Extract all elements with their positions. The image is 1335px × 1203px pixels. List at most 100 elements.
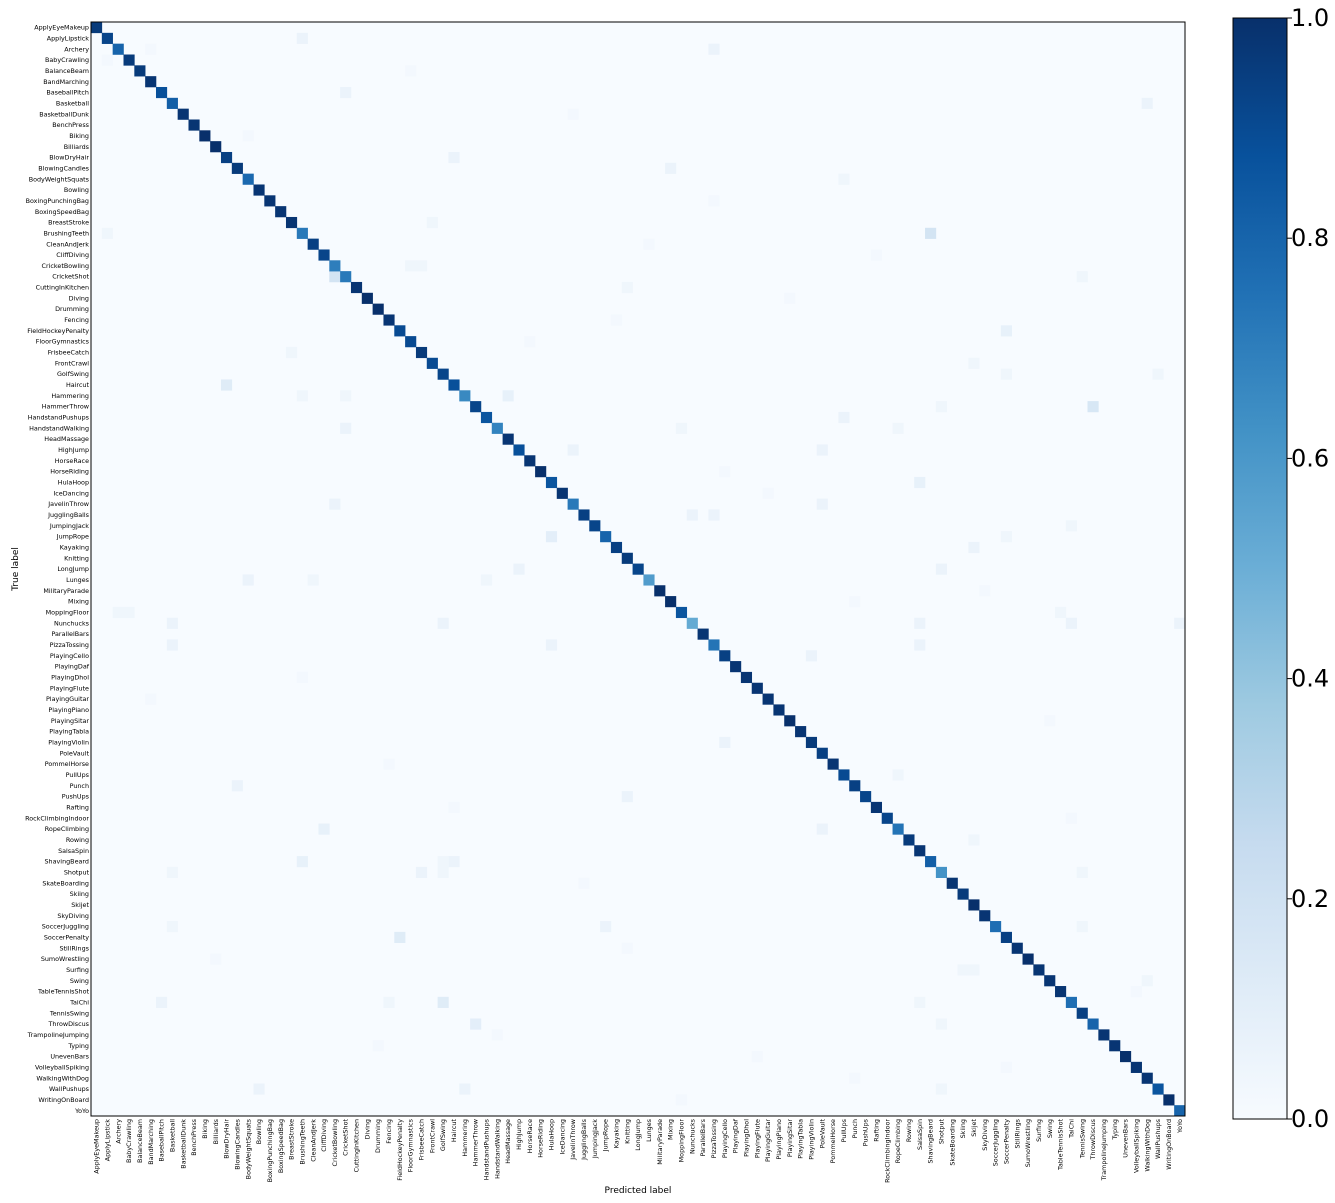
- heatmap-cell-offdiag: [296, 856, 308, 868]
- heatmap-cell-diag: [459, 390, 471, 402]
- y-tick-label: BodyWeightSquats: [29, 175, 90, 183]
- heatmap-cell-offdiag: [166, 866, 178, 878]
- heatmap-cell-diag: [892, 823, 904, 835]
- heatmap-cell-diag: [437, 368, 449, 380]
- heatmap-cell-offdiag: [665, 162, 677, 174]
- heatmap-cell-diag: [166, 97, 178, 109]
- heatmap-cell-diag: [849, 780, 861, 792]
- x-tick-label: Billiards: [212, 1118, 220, 1144]
- heatmap-cell-offdiag: [1000, 531, 1012, 543]
- y-tick-label: Biking: [69, 132, 89, 140]
- heatmap-cell-offdiag: [762, 487, 774, 499]
- x-tick-label: Nunchucks: [688, 1118, 696, 1154]
- y-tick-label: CleanAndJerk: [46, 240, 89, 248]
- y-tick-label: BoxingPunchingBag: [26, 197, 89, 205]
- heatmap-cell-offdiag: [708, 509, 720, 521]
- y-tick-label: HammerThrow: [42, 403, 89, 411]
- y-axis-label: True label: [11, 547, 21, 592]
- x-tick-label: VolleyballSpiking: [1132, 1119, 1140, 1173]
- heatmap-cell-diag: [925, 856, 937, 868]
- x-tick-label: ApplyEyeMakeup: [93, 1119, 101, 1174]
- x-tick-label: FloorGymnastics: [407, 1118, 415, 1172]
- heatmap-cell-offdiag: [1000, 368, 1012, 380]
- heatmap-cell-diag: [372, 303, 384, 315]
- heatmap-cell-offdiag: [166, 639, 178, 651]
- x-tick-label: PizzaTossing: [710, 1119, 718, 1158]
- heatmap-cell-offdiag: [578, 877, 590, 889]
- heatmap-cell-offdiag: [816, 498, 828, 510]
- heatmap-cell-diag: [675, 606, 688, 619]
- heatmap-cell-diag: [990, 921, 1002, 933]
- heatmap-cell-diag: [1109, 1040, 1121, 1052]
- heatmap-cell-offdiag: [567, 444, 579, 456]
- heatmap-cell-offdiag: [524, 336, 536, 348]
- heatmap-cell-diag: [567, 498, 579, 510]
- heatmap-cell-diag: [480, 411, 493, 424]
- x-tick-label: MilitaryParade: [656, 1119, 664, 1165]
- y-tick-label: JavelinThrow: [47, 500, 89, 508]
- heatmap-cell-offdiag: [935, 1018, 947, 1030]
- y-tick-label: CricketShot: [52, 273, 89, 281]
- x-tick-label: HandstandPushups: [483, 1118, 491, 1180]
- heatmap-cell-diag: [1055, 986, 1067, 998]
- heatmap-cell-diag: [199, 130, 211, 142]
- y-tick-label: BenchPress: [52, 121, 89, 129]
- heatmap-cell-offdiag: [1087, 401, 1099, 413]
- heatmap-cell-diag: [134, 65, 146, 77]
- y-tick-label: LongJump: [57, 565, 89, 573]
- y-tick-label: Knitting: [64, 554, 89, 562]
- x-tick-label: LongJump: [634, 1119, 642, 1151]
- heatmap-cell-diag: [350, 281, 363, 294]
- x-tick-label: WalkingWithDog: [1143, 1119, 1151, 1172]
- heatmap-cell-diag: [1000, 931, 1012, 943]
- x-tick-label: UnevenBars: [1122, 1118, 1130, 1157]
- heatmap-cell-diag: [1098, 1029, 1110, 1041]
- heatmap-cell-diag: [1076, 1007, 1088, 1019]
- y-tick-label: BabyCrawling: [45, 56, 89, 64]
- y-tick-label: TableTennisShot: [37, 988, 89, 996]
- heatmap-cell-offdiag: [296, 390, 308, 402]
- x-tick-label: BreastStroke: [288, 1119, 296, 1160]
- heatmap-cell-offdiag: [437, 856, 449, 868]
- y-tick-label: WritingOnBoard: [38, 1096, 89, 1104]
- y-tick-label: PommelHorse: [45, 760, 89, 768]
- heatmap-cell-diag: [1033, 964, 1045, 976]
- heatmap-cell-diag: [405, 336, 417, 348]
- y-tick-label: SkateBoarding: [42, 879, 89, 887]
- y-tick-label: JumpingJack: [49, 522, 89, 530]
- heatmap-cell-diag: [816, 747, 828, 759]
- heatmap-cell-diag: [275, 206, 287, 218]
- heatmap-cell-offdiag: [675, 1094, 688, 1106]
- x-tick-label: PlayingFlute: [753, 1119, 761, 1158]
- y-tick-label: BlowDryHair: [49, 154, 89, 162]
- heatmap-cell-offdiag: [459, 1083, 471, 1095]
- heatmap-cell-offdiag: [1152, 368, 1164, 380]
- heatmap-cell-diag: [264, 195, 276, 207]
- y-tick-label: Basketball: [56, 99, 89, 107]
- x-tick-label: PommelHorse: [829, 1119, 837, 1163]
- heatmap-cell-offdiag: [253, 1083, 265, 1095]
- x-tick-label: Biking: [201, 1119, 209, 1139]
- y-tick-label: PlayingGuitar: [46, 695, 89, 703]
- heatmap-cell-offdiag: [155, 996, 168, 1008]
- y-tick-label: BlowingCandles: [38, 164, 89, 172]
- y-tick-label: HeadMassage: [44, 435, 89, 443]
- y-tick-label: FieldHockeyPenalty: [27, 327, 89, 335]
- x-tick-label: SumoWrestling: [1024, 1119, 1032, 1167]
- y-tick-label: VolleyballSpiking: [35, 1063, 89, 1071]
- heatmap-cell-offdiag: [708, 195, 720, 207]
- y-tick-label: SoccerJuggling: [42, 923, 89, 931]
- heatmap-cell-offdiag: [1141, 975, 1153, 987]
- heatmap-cell-offdiag: [231, 780, 243, 792]
- y-tick-label: PlayingDhol: [51, 674, 89, 682]
- y-tick-label: TennisSwing: [49, 1009, 89, 1017]
- heatmap-cell-diag: [307, 238, 319, 250]
- y-tick-label: WalkingWithDog: [36, 1074, 89, 1082]
- heatmap-cell-offdiag: [935, 401, 947, 413]
- heatmap-cell-diag: [751, 682, 763, 694]
- heatmap-cell-offdiag: [329, 271, 341, 283]
- x-tick-label: TennisSwing: [1078, 1119, 1086, 1159]
- y-tick-label: FloorGymnastics: [36, 338, 90, 346]
- heatmap-cell-diag: [935, 866, 947, 878]
- heatmap-cell-diag: [708, 639, 720, 651]
